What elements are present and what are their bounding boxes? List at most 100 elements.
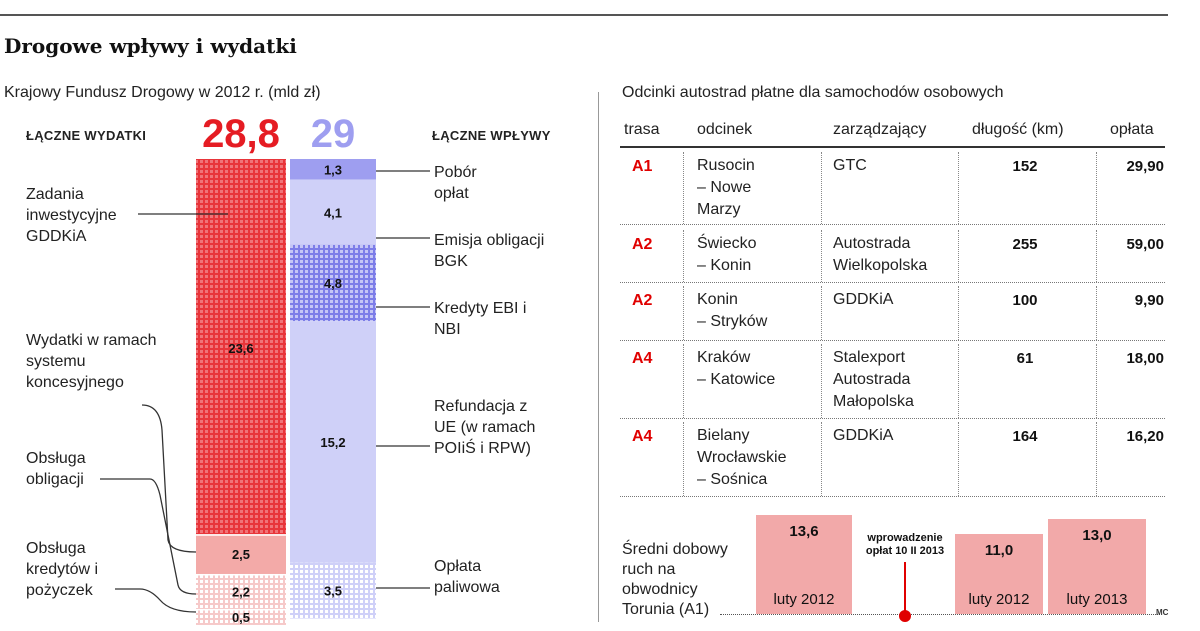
column-separator: [958, 286, 959, 340]
fee-cell: 9,90: [1134, 292, 1164, 309]
th-oplata: opłata: [1110, 121, 1154, 138]
traffic-baseline: [720, 614, 1160, 615]
length-cell: 100: [1012, 292, 1038, 309]
manager-cell: GDDKiA: [833, 425, 893, 447]
manager-cell: Stalexport Autostrada Małopolska: [833, 347, 914, 413]
label-obsluga-obligacji: Obsługa obligacji: [26, 450, 86, 488]
expense-bar-segment: [196, 534, 286, 574]
column-separator: [683, 422, 684, 496]
row-separator: [620, 282, 1165, 283]
section-cell: Rusocin – Nowe Marzy: [697, 155, 755, 221]
length-cell: 152: [1012, 158, 1038, 175]
income-bar-segment: [290, 562, 376, 619]
table-header-rule: [620, 146, 1165, 148]
credit: MC: [1156, 608, 1169, 617]
income-value-label: 3,5: [324, 584, 342, 599]
segment-divider: [196, 608, 286, 611]
segment-divider: [196, 534, 286, 536]
income-total: 29: [310, 112, 356, 156]
traffic-category-label: luty 2013: [1066, 590, 1128, 608]
manager-line: GDDKiA: [833, 427, 894, 444]
section-line: – Nowe: [697, 179, 752, 196]
traffic-category-label: luty 2012: [968, 590, 1030, 608]
row-separator: [620, 496, 1165, 497]
leader-line: [100, 478, 197, 595]
length-cell: 61: [1016, 350, 1034, 367]
traffic-label-line: ruch na: [622, 561, 676, 578]
column-separator: [1096, 286, 1097, 340]
th-odcinek: odcinek: [697, 121, 753, 138]
column-separator: [1096, 230, 1097, 282]
column-separator: [683, 230, 684, 282]
column-separator: [1096, 152, 1097, 224]
label-emisja-obligacji: Emisja obligacji BGK: [434, 232, 545, 270]
income-value-label: 4,8: [324, 276, 342, 291]
traffic-bar: 11,0 luty 2012: [955, 533, 1043, 614]
length-cell: 164: [1012, 428, 1038, 445]
manager-line: Wielkopolska: [833, 257, 928, 274]
section-cell: Bielany Wrocławskie – Sośnica: [697, 425, 787, 491]
route-badge: A4: [632, 428, 653, 445]
row-separator: [620, 418, 1165, 419]
section-cell: Świecko – Konin: [697, 233, 757, 277]
column-separator: [958, 344, 959, 418]
row-separator: [620, 224, 1165, 225]
manager-line: Stalexport: [833, 349, 906, 366]
section-cell: Konin – Stryków: [697, 289, 767, 333]
column-separator: [683, 152, 684, 224]
manager-line: Małopolska: [833, 393, 914, 410]
section-line: Świecko: [697, 235, 757, 252]
income-bar-segment: [290, 159, 376, 180]
manager-cell: GTC: [833, 155, 867, 177]
row-separator: [620, 340, 1165, 341]
route-badge: A2: [632, 236, 653, 253]
column-separator: [958, 230, 959, 282]
income-bar-segment: [290, 179, 376, 245]
label-kredyty-ebi: Kredyty EBI i NBI: [434, 300, 527, 338]
manager-cell: Autostrada Wielkopolska: [833, 233, 927, 277]
column-separator: [683, 344, 684, 418]
column-separator: [958, 422, 959, 496]
expenses-total: 28,8: [202, 112, 280, 156]
label-zadania-inwestycyjne: Zadania inwestycyjne GDDKiA: [26, 186, 117, 245]
traffic-label-line: Torunia (A1): [622, 601, 710, 618]
section-line: – Sośnica: [697, 471, 768, 488]
fee-cell: 16,20: [1126, 428, 1164, 445]
traffic-bar: 13,0 luty 2013: [1048, 519, 1146, 614]
section-line: – Katowice: [697, 371, 776, 388]
section-line: – Stryków: [697, 313, 768, 330]
length-cell: 255: [1012, 236, 1038, 253]
top-rule: [0, 14, 1168, 16]
income-value-label: 15,2: [320, 435, 345, 450]
th-zarzadzajacy: zarządzający: [833, 121, 927, 138]
income-value-label: 1,3: [324, 162, 342, 177]
manager-line: GDDKiA: [833, 291, 894, 308]
annotation-line: [904, 562, 906, 614]
column-separator: [1096, 344, 1097, 418]
income-heading: ŁĄCZNE WPŁYWY: [432, 128, 551, 143]
label-refundacja-ue: Refundacja z UE (w ramach POIiŚ i RPW): [434, 398, 536, 457]
expense-bar-segment: [196, 608, 286, 625]
expense-value-label: 0,5: [232, 610, 250, 625]
manager-line: Autostrada: [833, 371, 911, 388]
column-separator: [821, 344, 822, 418]
traffic-category-label: luty 2012: [773, 590, 835, 608]
annotation-dot: [899, 610, 911, 622]
column-divider: [598, 92, 599, 622]
traffic-label: Średni dobowy ruch na obwodnicy Torunia …: [622, 540, 752, 620]
expense-bar-segment: [196, 573, 286, 609]
th-dlugosc: długość (km): [972, 121, 1064, 138]
leader-line: [115, 588, 197, 613]
section-line: Marzy: [697, 201, 741, 218]
expense-value-label: 2,5: [232, 547, 250, 562]
section-line: Wrocławskie: [697, 449, 787, 466]
column-separator: [683, 286, 684, 340]
traffic-label-line: Średni dobowy: [622, 541, 728, 558]
right-subtitle: Odcinki autostrad płatne dla samochodów …: [622, 84, 1004, 101]
traffic-bar: 13,6 luty 2012: [756, 514, 852, 614]
route-badge: A1: [632, 158, 653, 175]
traffic-value-label: 13,0: [1082, 527, 1112, 545]
income-bar-segment: [290, 244, 376, 322]
expense-bar-segment: [196, 159, 286, 535]
page-title: Drogowe wpływy i wydatki: [4, 34, 297, 58]
